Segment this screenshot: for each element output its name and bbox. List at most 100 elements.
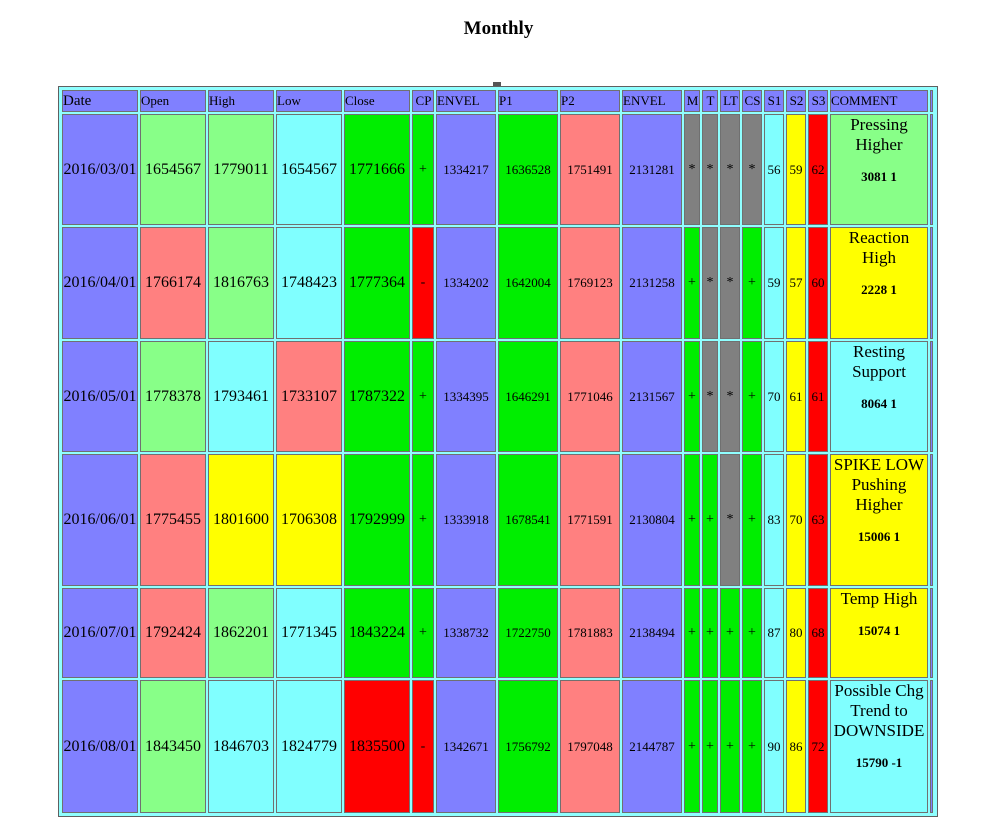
- cell-cs: +: [742, 588, 762, 679]
- cell-open: 1843450: [140, 680, 206, 813]
- comment-text: SPIKE LOW Pushing Higher: [833, 455, 925, 515]
- cell-cs: +: [742, 227, 762, 339]
- cell-s1: 59: [764, 227, 784, 339]
- cell-cp: -: [412, 227, 434, 339]
- cell-comment: Resting Support 8064 1: [830, 340, 928, 453]
- header-envel-1: ENVEL: [436, 90, 496, 112]
- cell-date: 2016/06/01: [62, 454, 138, 587]
- cell-p2: 1751491: [560, 114, 620, 226]
- cell-envel-2: 2131567: [622, 340, 682, 453]
- header-high: High: [208, 90, 274, 112]
- cell-p1: 1646291: [498, 340, 558, 453]
- cell-close: 1771666: [344, 114, 410, 226]
- header-open: Open: [140, 90, 206, 112]
- cell-m: +: [684, 680, 700, 813]
- cell-s1: 56: [764, 114, 784, 226]
- cell-lt: *: [720, 114, 740, 226]
- cell-lt: *: [720, 340, 740, 453]
- cell-envel-2: 2130804: [622, 454, 682, 587]
- cell-p2: 1781883: [560, 588, 620, 679]
- comment-text: Possible Chg Trend to DOWNSIDE: [833, 681, 925, 741]
- table-row: 2016/05/01 1778378 1793461 1733107 17873…: [62, 340, 933, 453]
- cell-s3: 61: [808, 340, 828, 453]
- monthly-table-container: Date Open High Low Close CP ENVEL P1 P2 …: [58, 86, 938, 817]
- cell-envel-1: 1334202: [436, 227, 496, 339]
- cell-s2: 70: [786, 454, 806, 587]
- cell-p2: 1797048: [560, 680, 620, 813]
- cell-spacer: [930, 340, 933, 453]
- cell-t: *: [702, 340, 718, 453]
- cell-envel-1: 1342671: [436, 680, 496, 813]
- cell-open: 1792424: [140, 588, 206, 679]
- cell-envel-2: 2131258: [622, 227, 682, 339]
- cell-p1: 1636528: [498, 114, 558, 226]
- cell-s2: 80: [786, 588, 806, 679]
- cell-s3: 63: [808, 454, 828, 587]
- cell-p1: 1678541: [498, 454, 558, 587]
- cell-s3: 60: [808, 227, 828, 339]
- cell-m: +: [684, 588, 700, 679]
- cell-s1: 83: [764, 454, 784, 587]
- cell-cp: +: [412, 454, 434, 587]
- cell-m: +: [684, 454, 700, 587]
- cell-cp: +: [412, 114, 434, 226]
- comment-text: Reaction High: [848, 228, 910, 268]
- cell-s3: 72: [808, 680, 828, 813]
- cell-p2: 1771591: [560, 454, 620, 587]
- cell-p2: 1771046: [560, 340, 620, 453]
- cell-p2: 1769123: [560, 227, 620, 339]
- cell-high: 1846703: [208, 680, 274, 813]
- cell-s2: 59: [786, 114, 806, 226]
- cell-date: 2016/05/01: [62, 340, 138, 453]
- cell-open: 1766174: [140, 227, 206, 339]
- header-low: Low: [276, 90, 342, 112]
- cell-low: 1733107: [276, 340, 342, 453]
- cell-high: 1816763: [208, 227, 274, 339]
- cell-date: 2016/08/01: [62, 680, 138, 813]
- header-p2: P2: [560, 90, 620, 112]
- header-comment: COMMENT: [830, 90, 928, 112]
- header-p1: P1: [498, 90, 558, 112]
- cell-date: 2016/04/01: [62, 227, 138, 339]
- drag-handle[interactable]: [493, 82, 501, 86]
- cell-p1: 1756792: [498, 680, 558, 813]
- table-row: 2016/04/01 1766174 1816763 1748423 17773…: [62, 227, 933, 339]
- cell-lt: *: [720, 454, 740, 587]
- cell-spacer: [930, 114, 933, 226]
- cell-spacer: [930, 454, 933, 587]
- header-t: T: [702, 90, 718, 112]
- header-spacer: [930, 90, 933, 112]
- comment-code: 15790 -1: [855, 755, 903, 771]
- cell-envel-2: 2138494: [622, 588, 682, 679]
- header-cs: CS: [742, 90, 762, 112]
- cell-high: 1862201: [208, 588, 274, 679]
- cell-envel-1: 1338732: [436, 588, 496, 679]
- cell-low: 1654567: [276, 114, 342, 226]
- cell-comment: Temp High 15074 1: [830, 588, 928, 679]
- cell-t: *: [702, 114, 718, 226]
- cell-cs: +: [742, 680, 762, 813]
- cell-high: 1801600: [208, 454, 274, 587]
- cell-low: 1824779: [276, 680, 342, 813]
- cell-close: 1792999: [344, 454, 410, 587]
- cell-m: +: [684, 227, 700, 339]
- header-s1: S1: [764, 90, 784, 112]
- cell-high: 1779011: [208, 114, 274, 226]
- monthly-table: Date Open High Low Close CP ENVEL P1 P2 …: [60, 88, 935, 815]
- cell-s1: 90: [764, 680, 784, 813]
- header-date: Date: [62, 90, 138, 112]
- cell-cp: +: [412, 588, 434, 679]
- cell-s1: 87: [764, 588, 784, 679]
- cell-lt: *: [720, 227, 740, 339]
- cell-comment: Possible Chg Trend to DOWNSIDE 15790 -1: [830, 680, 928, 813]
- cell-comment: SPIKE LOW Pushing Higher 15006 1: [830, 454, 928, 587]
- cell-cs: +: [742, 340, 762, 453]
- comment-code: 15006 1: [857, 529, 901, 545]
- cell-open: 1778378: [140, 340, 206, 453]
- cell-close: 1843224: [344, 588, 410, 679]
- comment-code: 2228 1: [861, 282, 897, 298]
- cell-date: 2016/03/01: [62, 114, 138, 226]
- cell-m: *: [684, 114, 700, 226]
- cell-t: +: [702, 588, 718, 679]
- cell-t: *: [702, 227, 718, 339]
